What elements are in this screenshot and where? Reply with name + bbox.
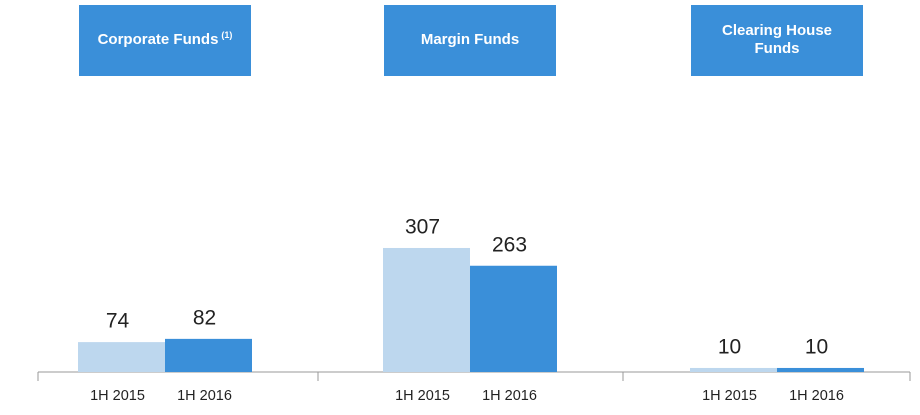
group-header-label: Margin Funds xyxy=(421,31,519,48)
header-line: Clearing House xyxy=(722,22,832,39)
value-label: 10 xyxy=(718,336,741,359)
value-label: 307 xyxy=(405,216,440,239)
bar xyxy=(777,367,864,372)
value-label: 10 xyxy=(805,336,828,359)
x-label: 1H 2015 xyxy=(702,388,757,404)
bar xyxy=(690,367,777,372)
x-label: 1H 2016 xyxy=(789,388,844,404)
x-label: 1H 2015 xyxy=(395,388,450,404)
header-line: Corporate Funds xyxy=(98,31,219,48)
header-line: Margin Funds xyxy=(421,31,519,48)
group-header-label: Corporate Funds (1) xyxy=(98,30,233,48)
x-label: 1H 2015 xyxy=(90,388,145,404)
group-header xyxy=(691,5,863,76)
bar xyxy=(165,338,252,372)
bar xyxy=(383,247,470,372)
group-header xyxy=(384,5,556,76)
bar xyxy=(78,342,165,372)
bar xyxy=(470,265,557,372)
value-label: 82 xyxy=(193,306,216,329)
header-line: Funds xyxy=(755,40,800,57)
group-header xyxy=(79,5,251,76)
footnote-marker: (1) xyxy=(221,30,232,40)
x-label: 1H 2016 xyxy=(177,388,232,404)
x-label: 1H 2016 xyxy=(482,388,537,404)
value-label: 74 xyxy=(106,310,130,333)
group-header-label: Clearing House Funds xyxy=(722,22,832,57)
value-label: 263 xyxy=(492,233,527,256)
